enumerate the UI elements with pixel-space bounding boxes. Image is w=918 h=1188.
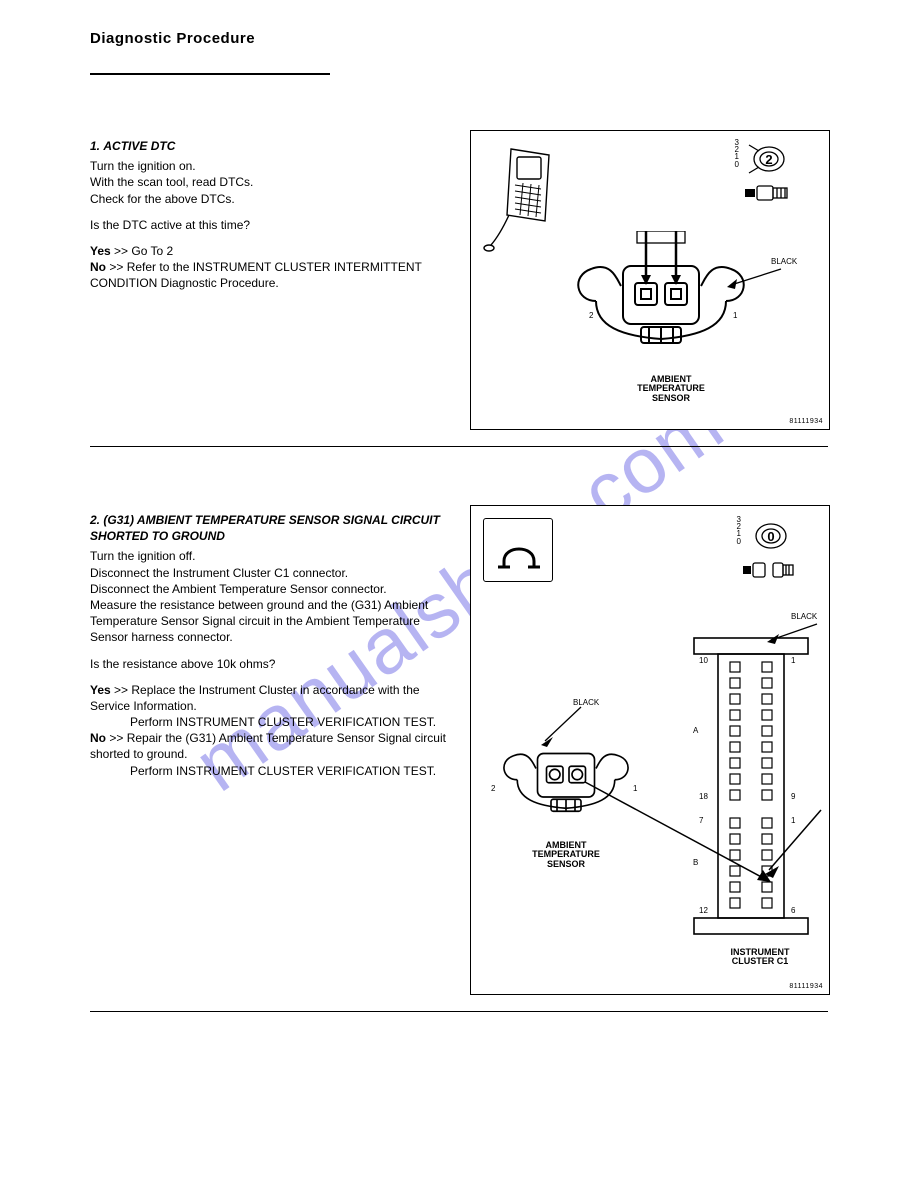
- step-2-no: No >> Repair the (G31) Ambient Temperatu…: [90, 730, 450, 762]
- ohmmeter-icon: [483, 518, 553, 582]
- step-2-perform2: Perform INSTRUMENT CLUSTER VERIFICATION …: [90, 763, 450, 779]
- connector-disconnected-icon: [741, 560, 795, 580]
- black-label: BLACK: [771, 257, 797, 266]
- sensor-label: AMBIENT TEMPERATURE SENSOR: [621, 375, 721, 403]
- step-2-yes: Yes >> Replace the Instrument Cluster in…: [90, 682, 450, 714]
- step-1-line: Check for the above DTCs.: [90, 191, 450, 207]
- step-1-header: 1. ACTIVE DTC: [90, 138, 450, 154]
- figure-1: 2 3210: [470, 130, 830, 430]
- black-label: BLACK: [573, 698, 599, 707]
- step-2-perform: Perform INSTRUMENT CLUSTER VERIFICATION …: [90, 714, 450, 730]
- pin-2: 2: [589, 311, 593, 320]
- scan-tool-icon: [483, 143, 573, 263]
- step-2-number: 2.: [90, 513, 100, 527]
- ignition-key-icon: 0: [743, 518, 791, 554]
- step-1-title: ACTIVE DTC: [103, 139, 175, 153]
- step-1-line: With the scan tool, read DTCs.: [90, 174, 450, 190]
- cluster-label: INSTRUMENT CLUSTER C1: [705, 948, 815, 967]
- ignition-key-icon: 2: [741, 141, 789, 177]
- black-callout-arrow: [531, 701, 601, 751]
- step-1-no: No >> Refer to the INSTRUMENT CLUSTER IN…: [90, 259, 450, 291]
- key-scale: 3210: [735, 139, 739, 168]
- divider-2: [90, 1011, 828, 1012]
- step-1-line: Turn the ignition on.: [90, 158, 450, 174]
- header-underline: [90, 73, 330, 75]
- step-1-question: Is the DTC active at this time?: [90, 217, 450, 233]
- step-2-header: 2. (G31) AMBIENT TEMPERATURE SENSOR SIGN…: [90, 512, 450, 544]
- page-title: Diagnostic Procedure: [90, 30, 828, 47]
- svg-text:2: 2: [765, 152, 772, 167]
- svg-text:0: 0: [767, 529, 774, 544]
- key-scale: 3210: [737, 516, 741, 545]
- col-label: A: [693, 726, 698, 735]
- black-label-2: BLACK: [791, 612, 817, 621]
- step-2-line: Disconnect the Instrument Cluster C1 con…: [90, 565, 450, 581]
- pin-label: 10: [699, 656, 708, 665]
- figure-id: 81111934: [789, 418, 823, 425]
- figure-id: 81111934: [789, 983, 823, 990]
- step-1-text: 1. ACTIVE DTC Turn the ignition on. With…: [90, 138, 450, 292]
- step-2-line: Measure the resistance between ground an…: [90, 597, 450, 646]
- step-1-number: 1.: [90, 139, 100, 153]
- pin-1: 1: [733, 311, 737, 320]
- connector-mated-icon: [743, 183, 791, 203]
- step-1-yes: Yes >> Go To 2: [90, 243, 450, 259]
- step-2-question: Is the resistance above 10k ohms?: [90, 656, 450, 672]
- step-2-line: Disconnect the Ambient Temperature Senso…: [90, 581, 450, 597]
- step-2-line: Turn the ignition off.: [90, 548, 450, 564]
- divider-1: [90, 446, 828, 447]
- black-callout-arrow: [761, 618, 831, 648]
- figure-2: 0 3210: [470, 505, 830, 995]
- measurement-arrow-2: [761, 806, 831, 886]
- pin-2: 2: [491, 784, 495, 793]
- page-header: Diagnostic Procedure: [90, 30, 828, 75]
- page: Diagnostic Procedure manualshive.com 1. …: [0, 0, 918, 1188]
- step-2-text: 2. (G31) AMBIENT TEMPERATURE SENSOR SIGN…: [90, 512, 450, 779]
- pin-label: 1: [791, 656, 795, 665]
- step-2-title: (G31) AMBIENT TEMPERATURE SENSOR SIGNAL …: [90, 513, 440, 543]
